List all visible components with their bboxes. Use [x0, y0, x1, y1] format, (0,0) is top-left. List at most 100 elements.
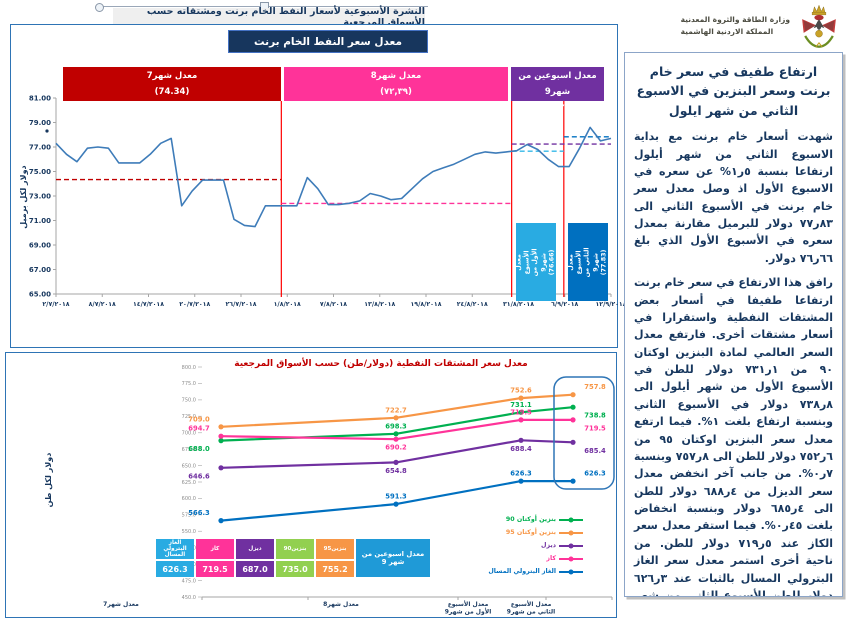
data-point — [393, 459, 399, 465]
y-tick-label: 65.00 — [29, 290, 51, 298]
derivatives-legend: بنزين أوكتان 90 بنزين أوكتان 95 ديزل كاز الغ… — [461, 513, 583, 578]
data-label: 591.3 — [385, 493, 407, 501]
y-tick-label: 575.0 — [182, 513, 196, 519]
data-point — [570, 392, 576, 398]
y-tick-label: 700.0 — [182, 431, 196, 437]
legend-item: ديزل — [461, 539, 583, 552]
summary-table: معدل اسبوعين من شهر 9 بنزين95 755.2 بنزين90… — [156, 539, 430, 577]
selection-handle-circle[interactable] — [95, 3, 104, 12]
bulletin-title: النشرة الأسبوعية لأسعار النفط الخام برنت… — [146, 5, 425, 28]
summary-table-column: بنزين95 755.2 — [316, 539, 354, 577]
series-line — [220, 393, 574, 428]
legend-item: كاز — [461, 552, 583, 565]
y-tick-label: 71.00 — [29, 217, 51, 225]
legend-label: بنزين أوكتان 95 — [505, 529, 556, 536]
series-line — [220, 418, 573, 441]
y-tick-label: 625.0 — [182, 480, 196, 486]
legend-label: ديزل — [541, 542, 556, 549]
x-tick-label: الأول من شهر9 — [445, 608, 492, 616]
data-label: 722.7 — [385, 406, 407, 414]
data-label: 719.5 — [584, 424, 606, 432]
y-tick-label: 475.0 — [182, 578, 196, 584]
x-tick-label: ١٣/٨/٢٠١٨ — [364, 301, 395, 308]
data-point — [518, 409, 524, 415]
data-label: 626.3 — [510, 470, 532, 478]
legend-label: بنزين أوكتان 90 — [505, 516, 556, 523]
data-label: 709.0 — [188, 415, 210, 423]
article-paragraph-2: رافق هذا الارتفاع في سعر خام برنت ارتفاع… — [633, 276, 834, 597]
week1-average-label: معدل الأسبوع الأول من شهر9 (76.66) — [515, 248, 556, 276]
data-point — [570, 478, 576, 484]
summary-column-value: 687.0 — [236, 561, 274, 577]
period-september-label: معدل اسبوعين من شهر9 — [518, 71, 597, 97]
y-tick-label: 675.0 — [182, 447, 196, 453]
data-point — [518, 437, 524, 443]
derivatives-y-axis-title: دولار لكل طن — [44, 452, 53, 508]
brent-y-axis-title: دولار لكل برميل — [19, 165, 28, 229]
data-point — [218, 518, 224, 524]
period-july-value: (74.34) — [154, 87, 190, 97]
data-label: 646.6 — [188, 472, 210, 480]
x-tick-label: ١٩/٨/٢٠١٨ — [411, 301, 442, 308]
summary-column-name: ديزل — [236, 539, 274, 559]
y-tick-label: 450.0 — [182, 595, 196, 601]
summary-table-column: كاز 719.5 — [196, 539, 234, 577]
summary-column-value: 719.5 — [196, 561, 234, 577]
summary-table-column: بنزين90 735.0 — [276, 539, 314, 577]
data-label: 757.8 — [584, 383, 606, 391]
brent-price-line — [55, 126, 612, 228]
summary-table-column: الغاز البترولي المسال 626.3 — [156, 539, 194, 577]
derivatives-chart-box[interactable]: معدل سعر المشتقات النفطية (دولار/طن) حسب… — [5, 352, 617, 618]
data-label: 698.3 — [385, 422, 407, 430]
x-tick-label: ٢/٧/٢٠١٨ — [42, 301, 69, 308]
kingdom-name: المملكة الاردنية الهاشمية — [680, 27, 774, 36]
legend-marker-icon — [559, 543, 583, 548]
data-label: 752.6 — [510, 387, 532, 395]
x-tick-label: ٧/٨/٢٠١٨ — [320, 301, 347, 308]
legend-marker-icon — [559, 556, 583, 561]
legend-marker-icon — [559, 530, 583, 535]
data-point — [393, 431, 399, 437]
data-label: 654.8 — [385, 467, 407, 475]
data-point — [218, 424, 224, 430]
x-tick-label: معدل الأسبوع — [511, 600, 552, 608]
brent-chart-box[interactable]: 81.00 79.00 77.00 75.00 73.00 71.00 69.00 67.00… — [10, 24, 627, 348]
data-label: 626.3 — [584, 470, 606, 478]
y-tick-label: 81.00 — [29, 94, 51, 102]
data-label: 738.8 — [584, 412, 606, 420]
x-tick-label: ١٢/٩/٢٠١٨ — [596, 301, 627, 308]
week2-average-box: معدل الأسبوع الثاني من شهر9 (77.83) — [568, 223, 608, 301]
data-label: 690.2 — [385, 444, 407, 452]
period-september-value: (٧٧,٢٤) — [541, 103, 574, 113]
ministry-logo: وزارة الطاقة والثروة المعدنية المملكة ال… — [648, 2, 842, 50]
period-box-july: معدل شهر7 (74.34) — [63, 67, 281, 101]
legend-item: الغاز البترولي المسال — [461, 565, 583, 578]
period-july-label: معدل شهر7 — [146, 71, 198, 81]
bulletin-title-bar[interactable]: النشرة الأسبوعية لأسعار النفط الخام برنت… — [113, 5, 425, 28]
jordan-coat-of-arms-icon — [802, 4, 836, 48]
stray-marker — [45, 129, 49, 133]
summary-column-value: 735.0 — [276, 561, 314, 577]
period-august-label: معدل شهر8 — [370, 71, 422, 81]
article-panel[interactable]: ارتفاع طفيف في سعر خام برنت وسعر البنزين… — [624, 52, 843, 597]
brent-chart-svg: 81.00 79.00 77.00 75.00 73.00 71.00 69.00 67.00… — [29, 94, 627, 308]
summary-column-name: كاز — [196, 539, 234, 559]
summary-column-value: 755.2 — [316, 561, 354, 577]
data-label: 719.5 — [510, 408, 532, 416]
legend-label: الغاز البترولي المسال — [488, 568, 556, 575]
period-box-august: معدل شهر8 (٧٢,٣٩) — [284, 67, 508, 101]
x-tick-label: ٣١/٨/٢٠١٨ — [503, 301, 534, 308]
ministry-logo-text: وزارة الطاقة والثروة المعدنية المملكة ال… — [681, 14, 790, 38]
data-point — [393, 501, 399, 507]
x-tick-label: ١٤/٧/٢٠١٨ — [133, 301, 164, 308]
brent-chart-title-box[interactable]: معدل سعر النفط الخام برنت — [228, 30, 428, 53]
y-tick-label: 800.0 — [182, 365, 196, 371]
legend-item: بنزين أوكتان 90 — [461, 513, 583, 526]
y-tick-label: 550.0 — [182, 529, 196, 535]
y-tick-label: 77.00 — [29, 143, 51, 151]
data-label: 688.4 — [510, 445, 532, 453]
legend-marker-icon — [559, 569, 583, 574]
summary-table-column: ديزل 687.0 — [236, 539, 274, 577]
y-tick-label: 67.00 — [29, 266, 51, 274]
summary-column-name: الغاز البترولي المسال — [156, 539, 194, 559]
